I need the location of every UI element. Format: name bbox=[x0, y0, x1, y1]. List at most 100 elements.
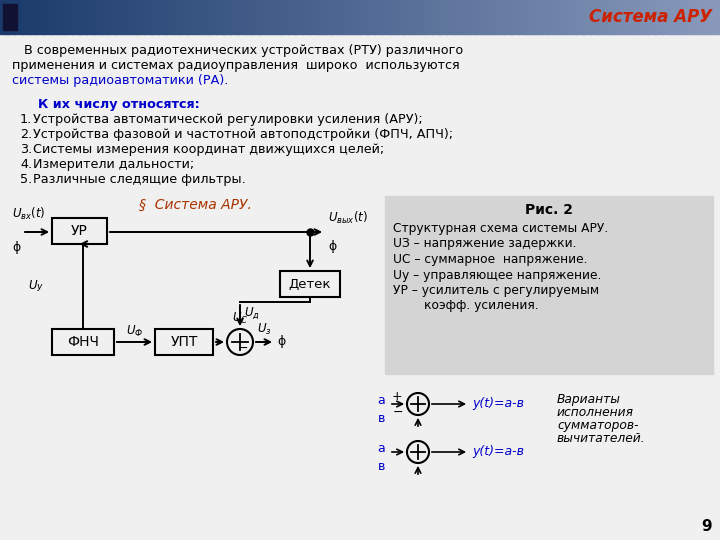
Text: исполнения: исполнения bbox=[557, 407, 634, 420]
Bar bbox=[50, 0, 58, 34]
Bar bbox=[518, 0, 526, 34]
Bar bbox=[497, 0, 505, 34]
Bar bbox=[446, 0, 454, 34]
Bar bbox=[302, 0, 310, 34]
Bar bbox=[554, 0, 562, 34]
Bar bbox=[324, 0, 332, 34]
Bar bbox=[202, 0, 210, 34]
Bar bbox=[346, 0, 354, 34]
Bar bbox=[454, 0, 462, 34]
Bar bbox=[353, 0, 361, 34]
Bar bbox=[540, 0, 548, 34]
Text: коэфф. усиления.: коэфф. усиления. bbox=[393, 300, 539, 313]
Bar bbox=[158, 0, 166, 34]
Bar bbox=[108, 0, 116, 34]
Bar bbox=[310, 0, 318, 34]
Text: вычитателей.: вычитателей. bbox=[557, 433, 646, 446]
Bar bbox=[65, 0, 73, 34]
Text: a: a bbox=[377, 395, 385, 408]
Bar bbox=[72, 0, 80, 34]
Bar bbox=[634, 0, 642, 34]
Bar bbox=[418, 0, 426, 34]
Bar bbox=[230, 0, 238, 34]
Text: системы радиоавтоматики (РА).: системы радиоавтоматики (РА). bbox=[12, 74, 228, 87]
Bar bbox=[439, 0, 447, 34]
Text: в: в bbox=[377, 411, 385, 424]
Text: УПТ: УПТ bbox=[171, 335, 198, 349]
Bar bbox=[43, 0, 51, 34]
Bar bbox=[101, 0, 109, 34]
Bar bbox=[504, 0, 512, 34]
Bar bbox=[425, 0, 433, 34]
Bar bbox=[281, 0, 289, 34]
Bar bbox=[216, 0, 224, 34]
Bar bbox=[670, 0, 678, 34]
Bar bbox=[482, 0, 490, 34]
Text: Uу – управляющее напряжение.: Uу – управляющее напряжение. bbox=[393, 268, 601, 281]
Bar bbox=[662, 0, 670, 34]
Bar bbox=[115, 0, 123, 34]
Bar bbox=[583, 0, 591, 34]
Bar bbox=[511, 0, 519, 34]
Text: a: a bbox=[377, 442, 385, 456]
Text: y(t)=a-в: y(t)=a-в bbox=[472, 397, 524, 410]
Bar bbox=[36, 0, 44, 34]
Text: Измерители дальности;: Измерители дальности; bbox=[33, 158, 194, 171]
Text: ϕ: ϕ bbox=[12, 241, 20, 254]
Text: ϕ: ϕ bbox=[277, 335, 285, 348]
Bar bbox=[338, 0, 346, 34]
Bar bbox=[187, 0, 195, 34]
Text: §  Система АРУ.: § Система АРУ. bbox=[138, 198, 251, 212]
Bar bbox=[144, 0, 152, 34]
Bar bbox=[194, 0, 202, 34]
Text: УР – усилитель с регулируемым: УР – усилитель с регулируемым bbox=[393, 284, 599, 297]
Bar bbox=[562, 0, 570, 34]
Bar bbox=[641, 0, 649, 34]
Bar bbox=[280, 271, 340, 297]
Text: Рис. 2: Рис. 2 bbox=[525, 203, 573, 217]
Bar bbox=[151, 0, 159, 34]
Bar bbox=[166, 0, 174, 34]
Bar bbox=[259, 0, 267, 34]
Bar bbox=[526, 0, 534, 34]
Bar bbox=[137, 0, 145, 34]
Bar bbox=[0, 0, 8, 34]
Bar bbox=[619, 0, 627, 34]
Bar bbox=[706, 0, 714, 34]
Bar bbox=[598, 0, 606, 34]
Text: $U_У$: $U_У$ bbox=[28, 279, 44, 294]
Bar bbox=[79, 0, 87, 34]
Bar bbox=[374, 0, 382, 34]
Text: Система АРУ: Система АРУ bbox=[589, 8, 712, 26]
Bar bbox=[29, 0, 37, 34]
Bar bbox=[288, 0, 296, 34]
Bar bbox=[691, 0, 699, 34]
Text: ФНЧ: ФНЧ bbox=[67, 335, 99, 349]
Text: УР: УР bbox=[71, 224, 88, 238]
Bar bbox=[22, 0, 30, 34]
Text: y(t)=a-в: y(t)=a-в bbox=[472, 446, 524, 458]
Text: применения и системах радиоуправления  широко  используются: применения и системах радиоуправления ши… bbox=[12, 59, 459, 72]
Bar bbox=[605, 0, 613, 34]
Bar bbox=[396, 0, 404, 34]
Bar bbox=[655, 0, 663, 34]
Text: $U_{вых}(t)$: $U_{вых}(t)$ bbox=[328, 210, 368, 226]
Text: В современных радиотехнических устройствах (РТУ) различного: В современных радиотехнических устройств… bbox=[12, 44, 463, 57]
Bar bbox=[461, 0, 469, 34]
Text: UС – суммарное  напряжение.: UС – суммарное напряжение. bbox=[393, 253, 588, 266]
Bar bbox=[155, 329, 213, 355]
Text: ϕ: ϕ bbox=[328, 240, 336, 253]
Text: К их числу относятся:: К их числу относятся: bbox=[38, 98, 199, 111]
Text: в: в bbox=[377, 460, 385, 472]
Text: Варианты: Варианты bbox=[557, 394, 621, 407]
Bar bbox=[238, 0, 246, 34]
Bar bbox=[698, 0, 706, 34]
Bar bbox=[684, 0, 692, 34]
Text: $U_Ф$: $U_Ф$ bbox=[126, 324, 143, 339]
Bar bbox=[389, 0, 397, 34]
Text: −: − bbox=[392, 406, 403, 419]
Text: 4.: 4. bbox=[20, 158, 32, 171]
Bar bbox=[58, 0, 66, 34]
Bar bbox=[410, 0, 418, 34]
Bar bbox=[173, 0, 181, 34]
